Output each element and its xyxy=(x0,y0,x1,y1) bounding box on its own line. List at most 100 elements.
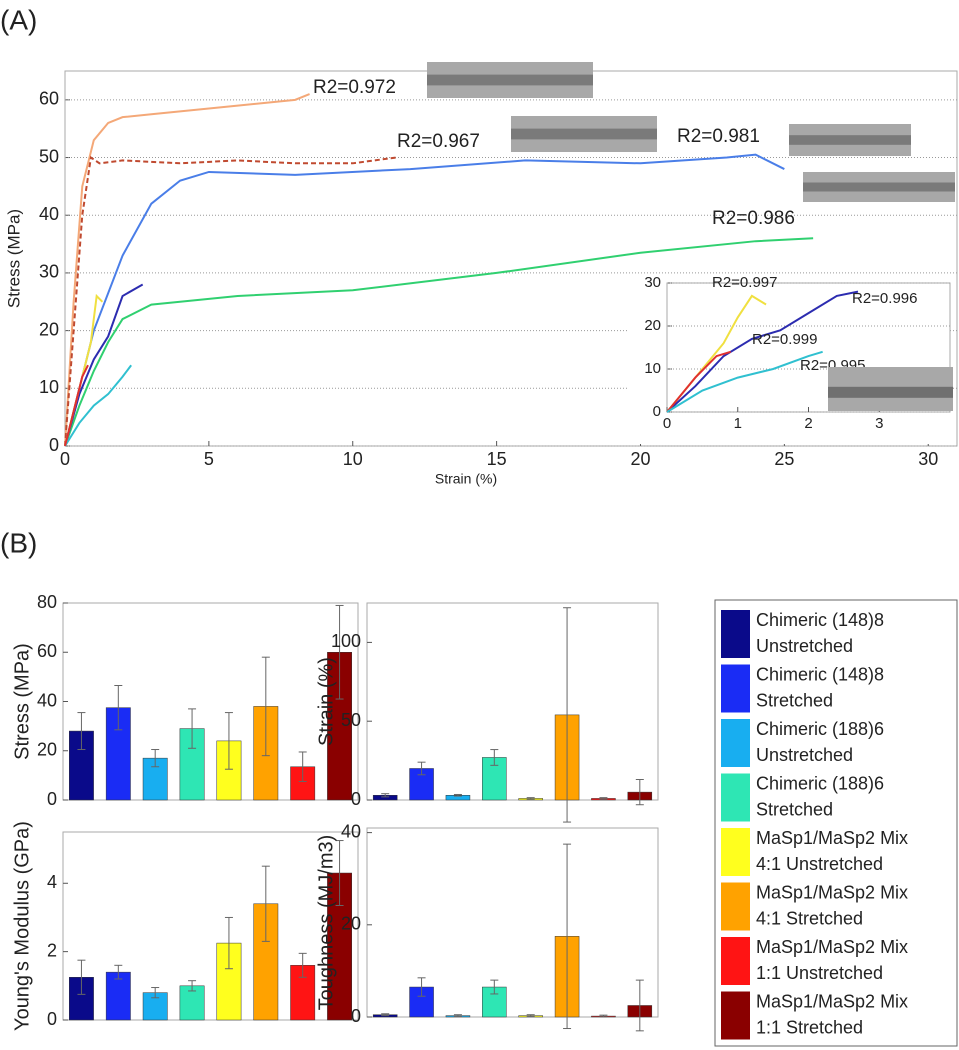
legend-swatch xyxy=(721,937,750,985)
legend-label: Chimeric (188)6 xyxy=(756,773,884,793)
y-axis-label: Young's Modulus (GPa) xyxy=(11,821,33,1031)
y-tick-label: 20 xyxy=(37,740,57,760)
y-tick-label: 100 xyxy=(331,631,361,651)
x-tick-label: 30 xyxy=(918,449,938,469)
legend-label: MaSp1/MaSp2 Mix xyxy=(756,991,908,1011)
legend-swatch xyxy=(721,991,750,1040)
series-line xyxy=(64,364,89,447)
legend-label: MaSp1/MaSp2 Mix xyxy=(756,828,908,848)
y-tick-label: 0 xyxy=(47,789,57,809)
chart: 0 2 4 Young's Modulus (GPa) xyxy=(11,821,359,1031)
bar xyxy=(105,971,131,1021)
y-tick-label: 0 xyxy=(351,1006,361,1026)
axes-frame xyxy=(366,602,659,801)
y-tick-label: 0 xyxy=(653,403,661,420)
legend-label: 4:1 Unstretched xyxy=(756,854,883,874)
legend-label: Chimeric (188)6 xyxy=(756,719,884,739)
legend-swatch xyxy=(721,664,750,713)
legend-label: Unstretched xyxy=(756,745,853,765)
annotation: R2=0.972 xyxy=(313,77,396,98)
fiber xyxy=(828,386,953,398)
y-tick-label: 10 xyxy=(644,360,661,377)
x-tick-label: 5 xyxy=(204,449,214,469)
x-tick-label: 10 xyxy=(343,449,363,469)
y-tick-label: 0 xyxy=(47,1009,57,1029)
legend-label: 1:1 Unstretched xyxy=(756,963,883,983)
y-tick-label: 40 xyxy=(39,204,59,224)
x-tick-label: 15 xyxy=(487,449,507,469)
x-tick-label: 1 xyxy=(734,415,742,432)
axes-frame xyxy=(62,831,359,1021)
y-tick-label: 40 xyxy=(341,821,361,841)
x-tick-label: 0 xyxy=(663,415,671,432)
series-line xyxy=(64,237,814,447)
legend-label: 1:1 Stretched xyxy=(756,1017,863,1037)
fiber xyxy=(803,182,955,192)
y-axis-label: Toughness (MJ/m3) xyxy=(315,835,337,1011)
legend-swatch xyxy=(721,719,750,767)
chart: 0 50 100 Strain (%) xyxy=(315,602,659,823)
series-line xyxy=(666,350,823,413)
annotation: R2=0.999 xyxy=(752,331,817,348)
annotation: R2=0.967 xyxy=(397,131,480,152)
panel-label: (B) xyxy=(0,527,37,558)
annotation: R2=0.997 xyxy=(712,274,777,291)
series-line xyxy=(64,283,144,447)
y-axis-label: Stress (MPa) xyxy=(11,643,33,760)
legend-label: MaSp1/MaSp2 Mix xyxy=(756,882,908,902)
inset-background xyxy=(627,275,950,444)
y-tick-label: 2 xyxy=(47,940,57,960)
y-tick-label: 20 xyxy=(341,914,361,934)
y-tick-label: 30 xyxy=(644,274,661,291)
y-tick-label: 10 xyxy=(39,377,59,397)
legend-frame xyxy=(714,599,958,1047)
y-tick-label: 20 xyxy=(39,319,59,339)
legend-label: Stretched xyxy=(756,690,833,710)
y-tick-label: 50 xyxy=(341,710,361,730)
y-tick-label: 0 xyxy=(351,789,361,809)
legend-label: MaSp1/MaSp2 Mix xyxy=(756,937,908,957)
fiber xyxy=(427,74,593,86)
chart: 0 20 40 60 80 Stress (MPa) xyxy=(11,592,359,809)
y-tick-label: 80 xyxy=(37,592,57,612)
x-axis-label: Strain (%) xyxy=(435,471,497,487)
x-tick-label: 20 xyxy=(630,449,650,469)
panel-label: (A) xyxy=(0,4,37,35)
fiber xyxy=(789,135,911,145)
y-tick-label: 4 xyxy=(47,872,57,892)
x-tick-label: 2 xyxy=(804,415,812,432)
legend-swatch xyxy=(721,610,750,658)
annotation: R2=0.986 xyxy=(712,208,795,229)
legend-label: 4:1 Stretched xyxy=(756,908,863,928)
y-axis-label: Strain (%) xyxy=(315,657,337,746)
axes-frame xyxy=(366,827,659,1018)
y-tick-label: 40 xyxy=(37,690,57,710)
legend-swatch xyxy=(721,882,750,931)
legend-label: Chimeric (148)8 xyxy=(756,664,884,684)
y-tick-label: 30 xyxy=(39,262,59,282)
y-tick-label: 60 xyxy=(37,641,57,661)
annotation: R2=0.996 xyxy=(852,290,917,307)
bar xyxy=(179,985,205,1021)
legend: Chimeric (148)8 Unstretched Chimeric (148)… xyxy=(714,599,958,1047)
annotation: R2=0.981 xyxy=(677,126,760,147)
y-tick-label: 20 xyxy=(644,317,661,334)
y-axis-label: Stress (MPa) xyxy=(4,209,23,308)
series-line xyxy=(64,155,397,447)
series-line xyxy=(666,350,731,413)
y-tick-label: 0 xyxy=(49,435,59,455)
series-line xyxy=(64,153,785,447)
legend-label: Unstretched xyxy=(756,636,853,656)
x-tick-label: 0 xyxy=(60,449,70,469)
series-line xyxy=(64,364,132,447)
legend-swatch xyxy=(721,773,750,822)
x-tick-label: 25 xyxy=(774,449,794,469)
fiber xyxy=(511,128,657,140)
legend-label: Chimeric (148)8 xyxy=(756,610,884,630)
y-tick-label: 60 xyxy=(39,89,59,109)
legend-swatch xyxy=(721,828,750,876)
series-line xyxy=(64,93,310,447)
